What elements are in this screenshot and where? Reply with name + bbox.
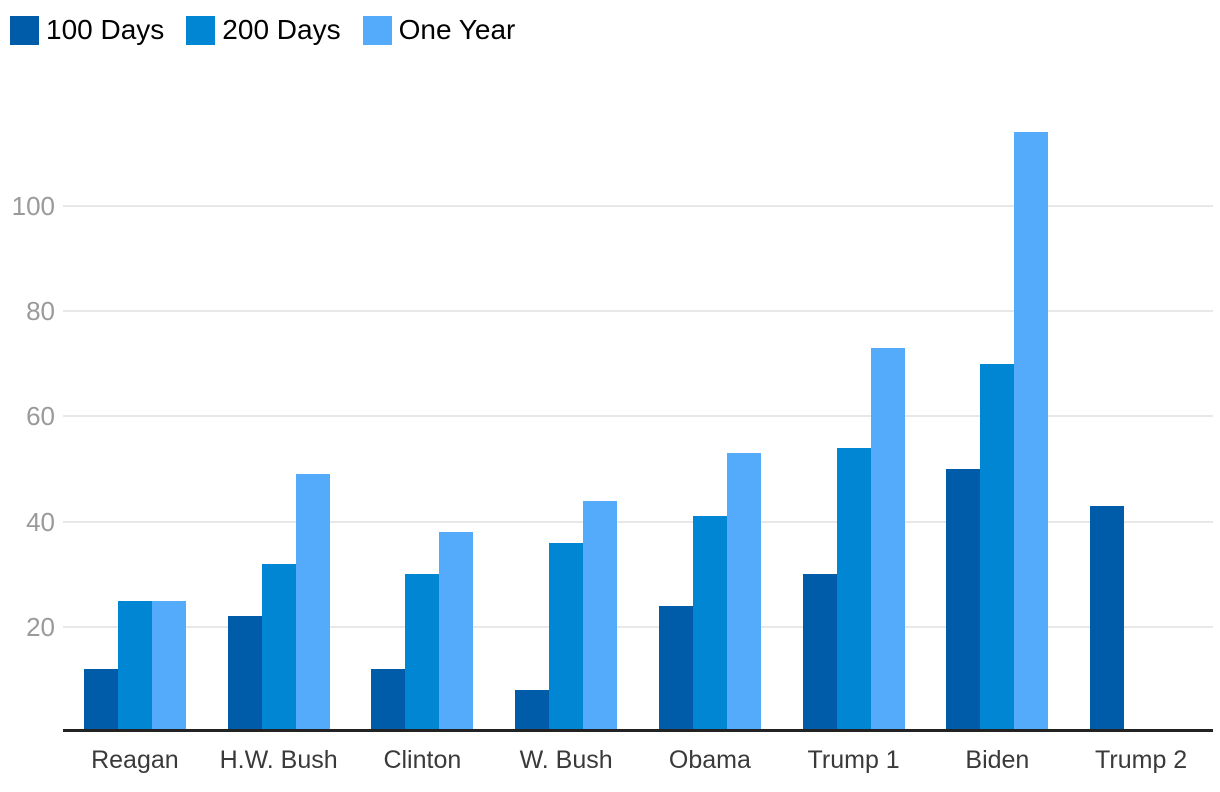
x-axis-category-label: Reagan — [91, 746, 179, 774]
bar-w-bush-200-days — [549, 542, 584, 732]
x-axis-category-label: Trump 2 — [1095, 746, 1188, 774]
gridline — [63, 415, 1213, 418]
bar-h-w-bush-200-days — [261, 563, 296, 732]
bar-w-bush-100-days — [515, 689, 550, 732]
bar-reagan-100-days — [83, 668, 118, 732]
legend-label: 200 Days — [222, 14, 341, 45]
bar-biden-100-days — [946, 469, 981, 732]
legend-swatch-icon — [10, 15, 39, 45]
legend-label: 100 Days — [46, 14, 165, 45]
bar-biden-one-year — [1014, 132, 1049, 732]
legend-item-200-days: 200 Days — [186, 14, 341, 45]
bar-reagan-one-year — [151, 600, 186, 732]
y-axis-tick-label: 80 — [26, 296, 55, 327]
gridline — [63, 205, 1213, 207]
bar-obama-200-days — [692, 516, 727, 732]
x-axis-category-label: Biden — [965, 746, 1030, 774]
bar-trump-2-100-days — [1090, 505, 1125, 732]
y-axis-tick-label: 20 — [26, 611, 55, 642]
x-axis-category-label: Obama — [668, 746, 751, 774]
bar-biden-200-days — [980, 363, 1015, 732]
bar-reagan-200-days — [117, 600, 152, 732]
chart-legend: 100 Days 200 Days One Year — [10, 15, 537, 45]
x-axis-category-label: Clinton — [383, 746, 462, 774]
y-axis-tick-label: 40 — [26, 506, 55, 537]
bar-trump-1-200-days — [836, 447, 871, 732]
gridline — [63, 310, 1213, 313]
bar-trump-1-100-days — [802, 574, 837, 732]
bar-clinton-one-year — [439, 532, 474, 732]
bar-obama-100-days — [658, 605, 693, 732]
bar-trump-1-one-year — [870, 348, 905, 732]
y-axis-tick-label: 100 — [11, 191, 55, 221]
x-axis-category-label: W. Bush — [519, 746, 613, 774]
x-axis-line — [63, 729, 1213, 732]
x-axis-category-label: H.W. Bush — [219, 746, 338, 774]
bar-clinton-200-days — [405, 574, 440, 732]
gridline — [63, 520, 1213, 523]
legend-swatch-icon — [362, 15, 392, 45]
y-axis-tick-label: 60 — [26, 401, 55, 432]
bar-obama-one-year — [726, 453, 761, 732]
legend-item-100-days: 100 Days — [10, 15, 164, 45]
legend-label: One Year — [398, 14, 516, 45]
legend-swatch-icon — [186, 15, 216, 45]
bar-h-w-bush-one-year — [295, 474, 330, 732]
legend-item-one-year: One Year — [362, 14, 516, 45]
x-axis-category-label: Trump 1 — [807, 746, 900, 774]
bar-h-w-bush-100-days — [227, 616, 262, 732]
bar-clinton-100-days — [371, 668, 406, 732]
gridline — [63, 625, 1213, 628]
bar-w-bush-one-year — [583, 500, 618, 732]
